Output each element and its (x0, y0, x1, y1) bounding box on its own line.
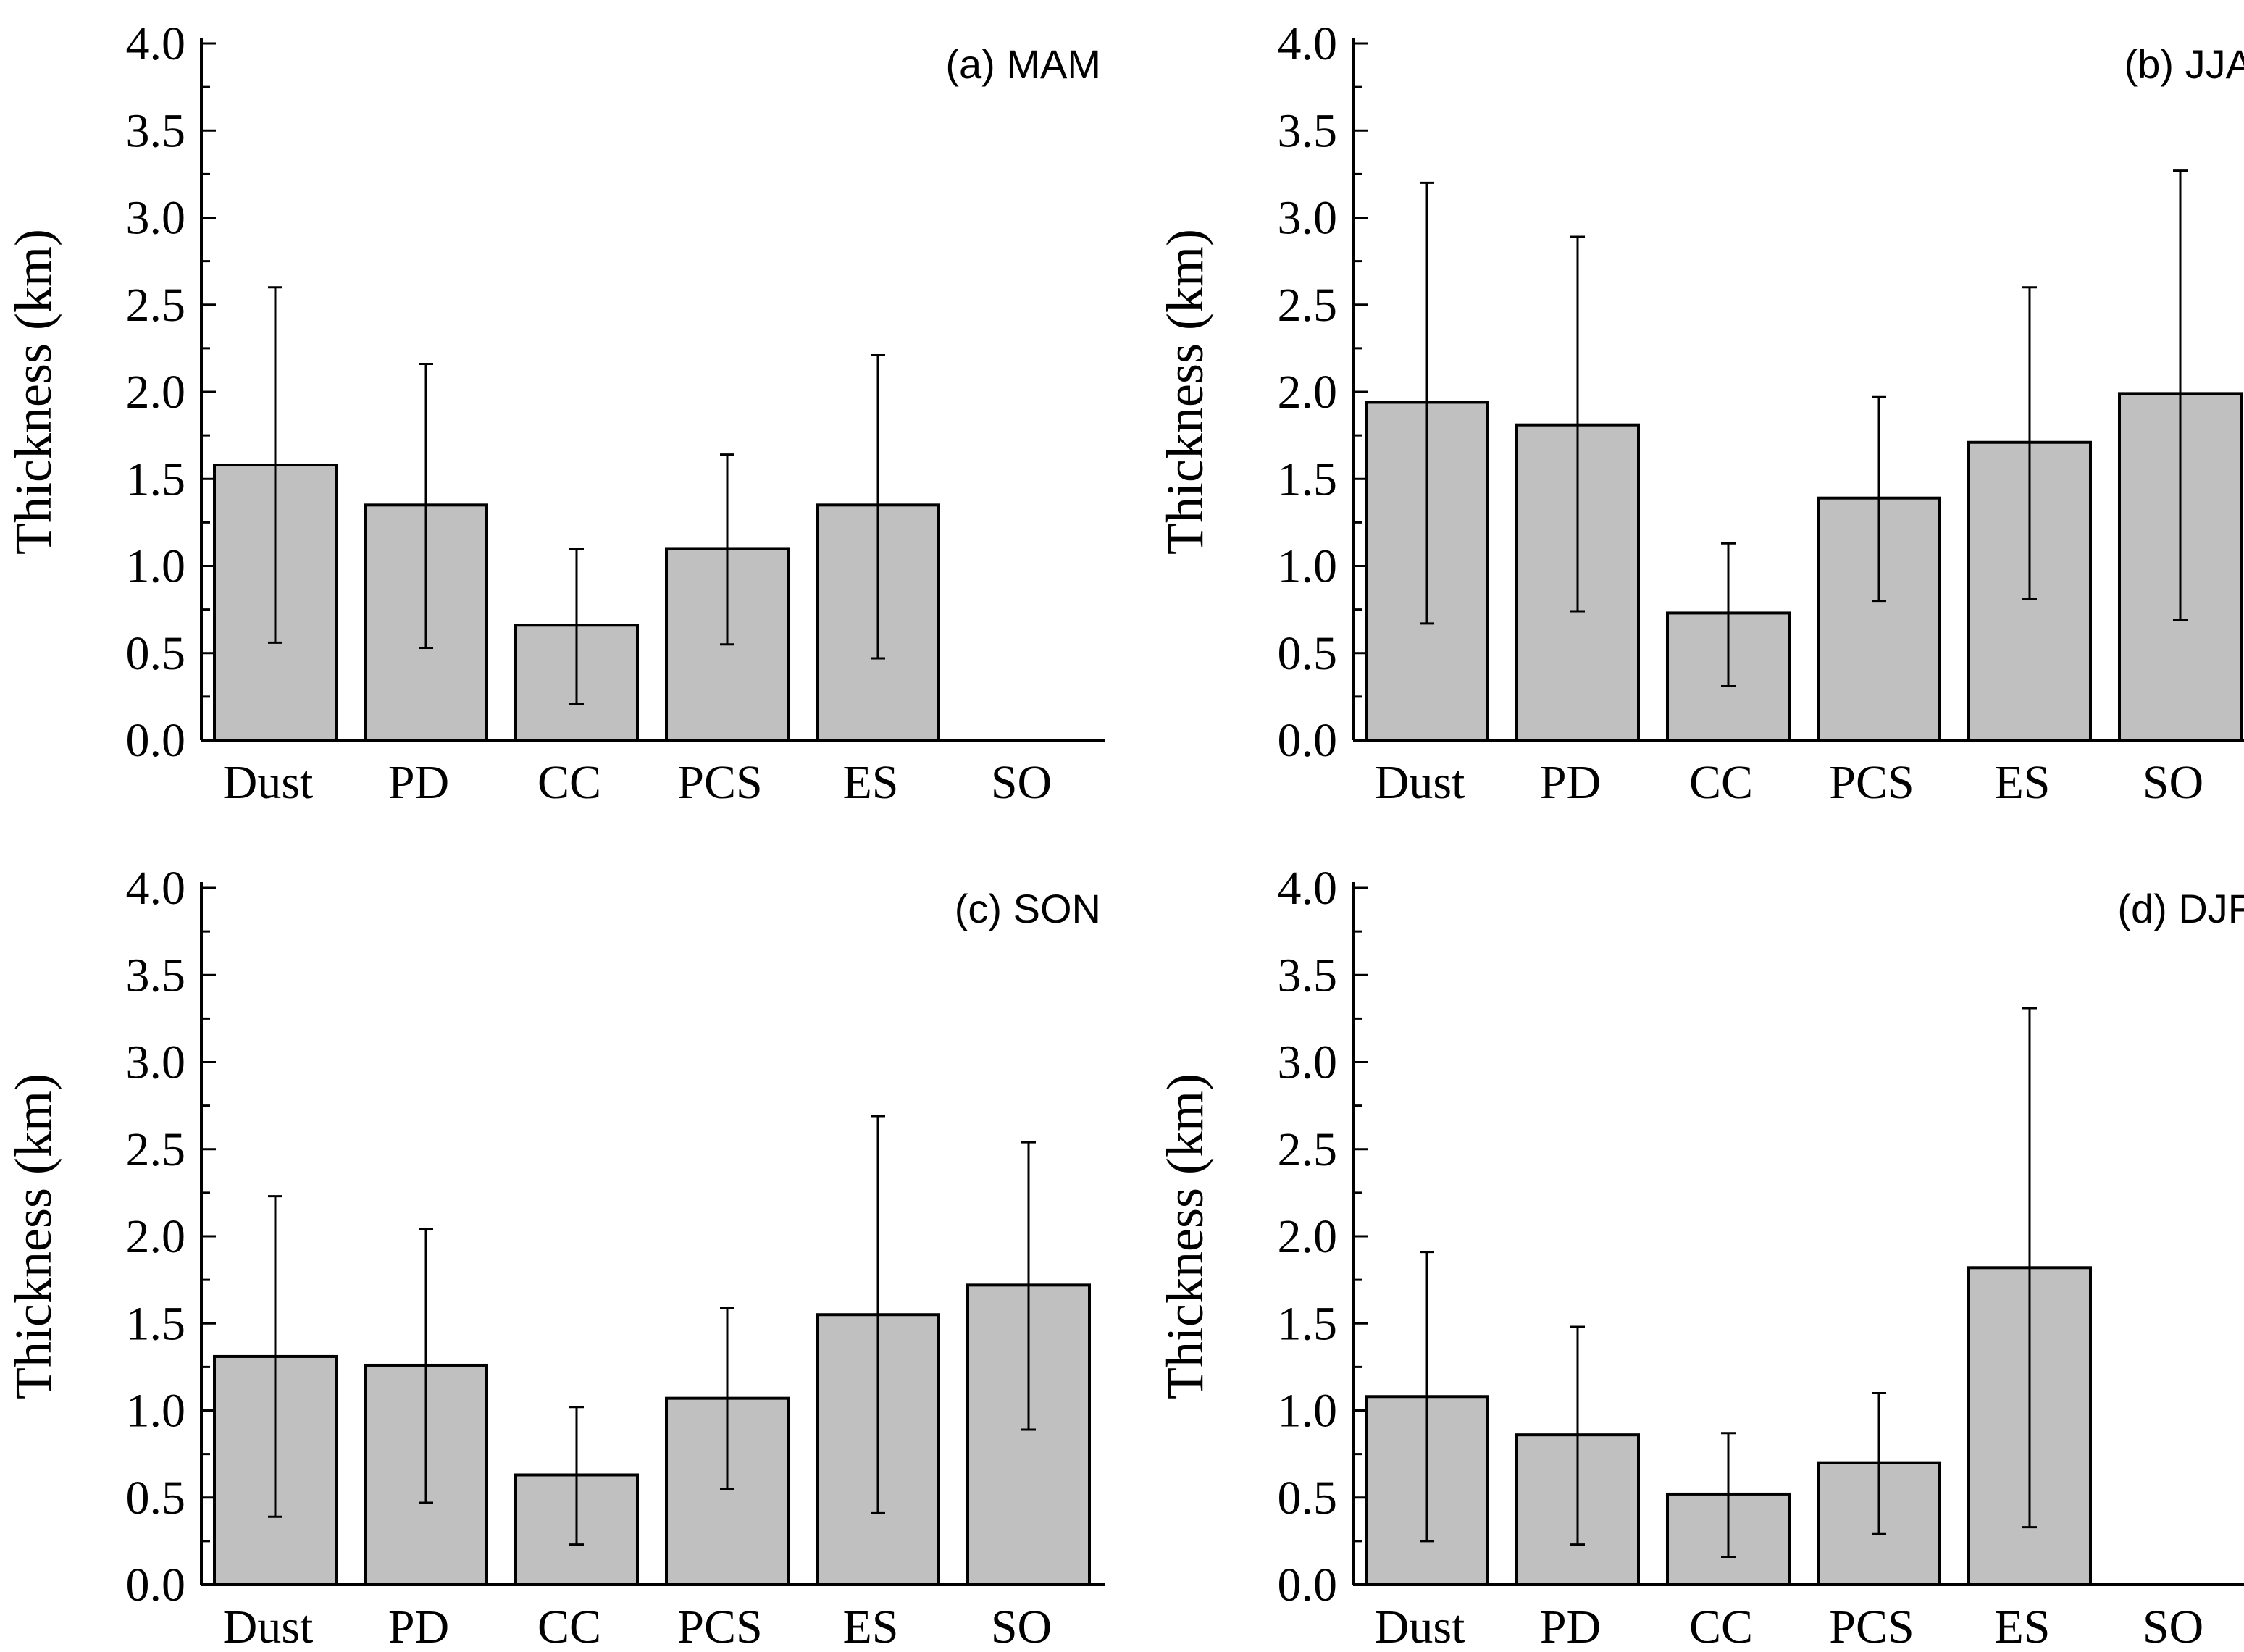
y-tick-label: 3.0 (1278, 192, 1338, 245)
x-tick-label-es: ES (1994, 1601, 2050, 1652)
y-tick-label: 2.0 (126, 1210, 186, 1263)
y-tick-label: 3.5 (1278, 104, 1338, 157)
panel-title: (c) SON (955, 886, 1101, 931)
x-tick-label-pd: PD (1540, 1601, 1601, 1652)
x-tick-label-pd: PD (1540, 756, 1601, 809)
x-tick-label-pd: PD (388, 1601, 449, 1652)
x-tick-label-es: ES (842, 756, 898, 809)
y-tick-label: 2.0 (1278, 366, 1338, 419)
y-tick-label: 2.5 (1278, 1123, 1338, 1176)
x-tick-label-cc: CC (1689, 756, 1753, 809)
y-tick-label: 0.5 (126, 1472, 186, 1525)
x-tick-label-so: SO (2143, 756, 2203, 809)
y-tick-label: 3.0 (126, 192, 186, 245)
panel-b: Dust PD CC PCS ES SO 0.0 0.5 1.0 1.5 2.0 2.5 3.0 3.5 4… (1156, 17, 2244, 809)
y-tick-label: 1.0 (1278, 540, 1338, 593)
x-tick-label-es: ES (842, 1601, 898, 1652)
y-tick-label: 2.5 (126, 279, 186, 332)
x-tick-label-cc: CC (537, 756, 601, 809)
x-tick-label-dust: Dust (1375, 1601, 1465, 1652)
x-tick-label-dust: Dust (223, 1601, 314, 1652)
panel-title: (b) JJA (2124, 41, 2244, 87)
y-tick-label: 1.5 (126, 1297, 186, 1350)
y-tick-label: 4.0 (1278, 862, 1338, 915)
y-tick-label: 1.0 (126, 1385, 186, 1438)
y-tick-label: 0.0 (126, 1559, 186, 1611)
y-axis-title: Thickness (km) (4, 1073, 62, 1399)
x-tick-label-dust: Dust (223, 756, 314, 809)
y-tick-label: 1.0 (126, 540, 186, 593)
y-tick-label: 2.5 (1278, 279, 1338, 332)
y-axis-title: Thickness (km) (1156, 1073, 1214, 1399)
panel-c: Dust PD CC PCS ES SO 0.0 0.5 1.0 1.5 2.0 2.5 3.0 3.5 4… (4, 862, 1105, 1652)
y-tick-label: 3.5 (126, 104, 186, 157)
y-tick-label: 1.5 (126, 453, 186, 506)
x-tick-label-cc: CC (1689, 1601, 1753, 1652)
y-tick-label: 0.0 (1278, 714, 1338, 767)
x-tick-label-so: SO (991, 756, 1052, 809)
x-tick-label-cc: CC (537, 1601, 601, 1652)
x-tick-label-pcs: PCS (1829, 756, 1914, 809)
panel-title: (d) DJF (2117, 886, 2244, 931)
y-tick-label: 0.5 (1278, 627, 1338, 680)
y-tick-label: 2.0 (126, 366, 186, 419)
y-axis-title: Thickness (km) (4, 229, 62, 555)
y-tick-label: 1.5 (1278, 453, 1338, 506)
y-tick-label: 0.5 (1278, 1472, 1338, 1525)
y-tick-label: 3.0 (126, 1036, 186, 1089)
y-tick-label: 2.0 (1278, 1210, 1338, 1263)
y-tick-label: 1.5 (1278, 1297, 1338, 1350)
x-tick-label-so: SO (991, 1601, 1052, 1652)
x-tick-label-es: ES (1994, 756, 2050, 809)
x-tick-label-pcs: PCS (677, 756, 762, 809)
x-tick-label-so: SO (2143, 1601, 2203, 1652)
y-tick-label: 4.0 (126, 862, 186, 915)
y-tick-label: 0.0 (126, 714, 186, 767)
x-tick-label-pcs: PCS (1829, 1601, 1914, 1652)
y-tick-label: 4.0 (1278, 17, 1338, 70)
x-tick-label-pd: PD (388, 756, 449, 809)
y-tick-label: 4.0 (126, 17, 186, 70)
y-tick-label: 0.5 (126, 627, 186, 680)
y-axis-title: Thickness (km) (1156, 229, 1214, 555)
panel-d: Dust PD CC PCS ES SO 0.0 0.5 1.0 1.5 2.0 2.5 3.0 3.5 4… (1156, 862, 2244, 1652)
y-tick-label: 3.5 (126, 949, 186, 1002)
panel-a: Dust PD CC PCS ES SO 0.0 0.5 1.0 1.5 2.0 2.5 3.0 3.5 4… (4, 17, 1105, 809)
x-tick-label-pcs: PCS (677, 1601, 762, 1652)
x-tick-label-dust: Dust (1375, 756, 1465, 809)
y-tick-label: 3.0 (1278, 1036, 1338, 1089)
y-tick-label: 2.5 (126, 1123, 186, 1176)
y-tick-label: 3.5 (1278, 949, 1338, 1002)
panel-title: (a) MAM (945, 41, 1101, 87)
y-tick-label: 1.0 (1278, 1385, 1338, 1438)
y-tick-label: 0.0 (1278, 1559, 1338, 1611)
